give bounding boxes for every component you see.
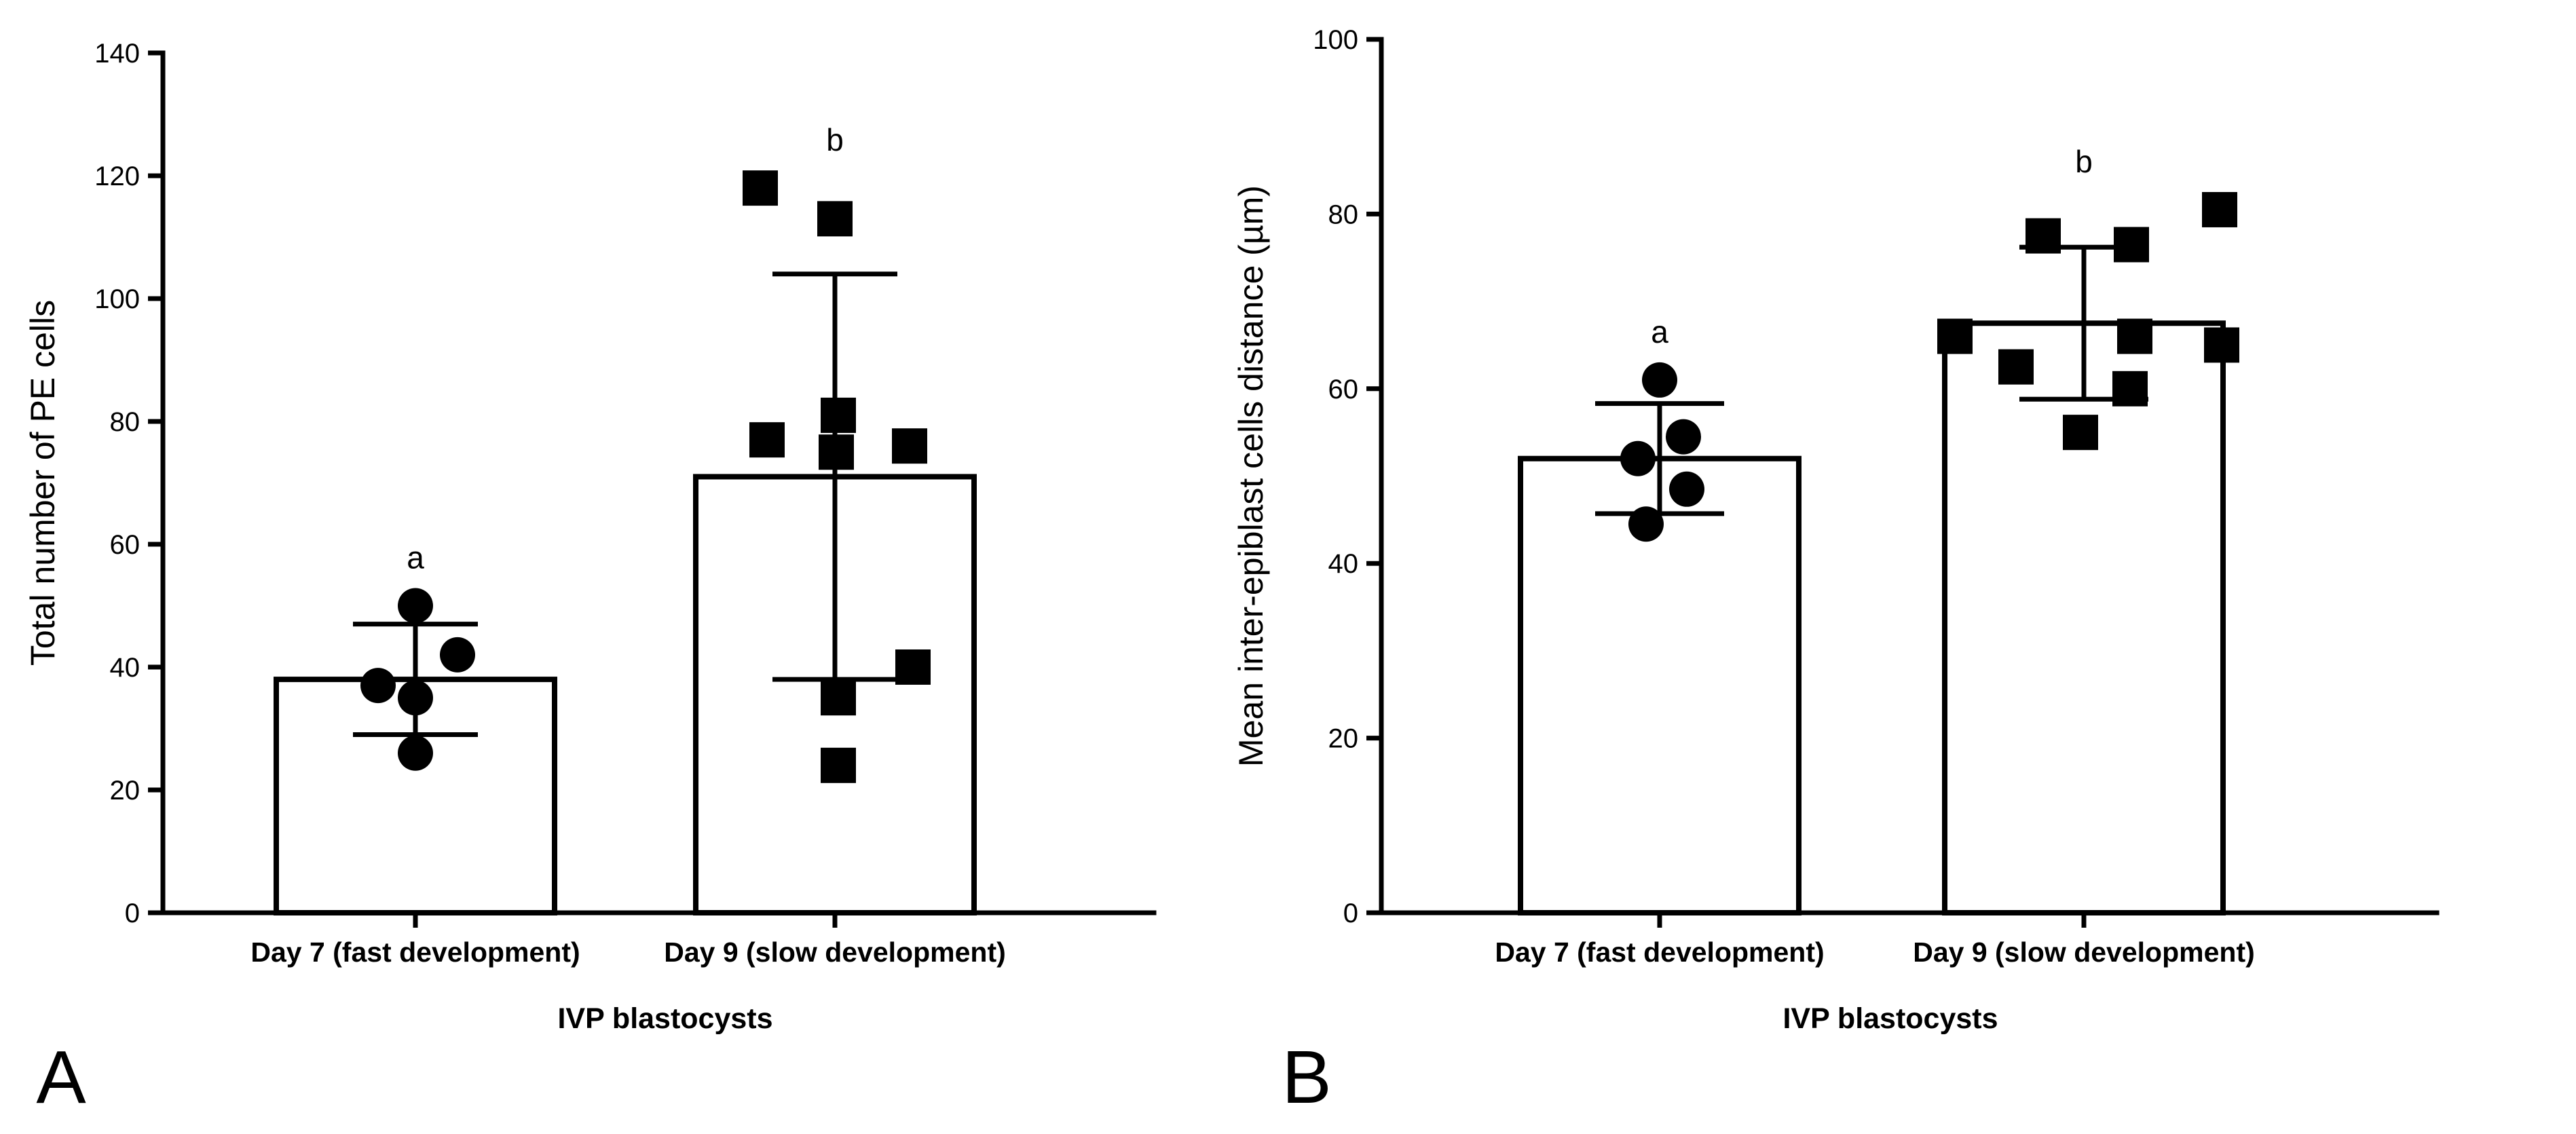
panel-b: 0 20 40 60 80 100 Mean inter-epiblast cells di…: [1232, 25, 2440, 1119]
data-point: [1669, 471, 1704, 507]
x-tick-label: Day 7 (fast development): [250, 937, 580, 968]
data-point: [360, 668, 396, 704]
data-point: [1642, 362, 1677, 398]
y-tick-label: 60: [110, 530, 141, 560]
y-tick-label: 80: [1328, 200, 1359, 229]
panel-a: 0 20 40 60 80 100 120 140 Total number of PE cel…: [24, 39, 1157, 1119]
data-point: [1620, 440, 1656, 476]
data-point: [440, 637, 475, 673]
data-point: [819, 434, 854, 470]
bar: [1942, 320, 2226, 915]
y-tick-label: 40: [1328, 549, 1359, 579]
y-tick-label: 100: [94, 284, 140, 314]
y-tick-label: 100: [1313, 25, 1358, 55]
data-point: [895, 649, 931, 685]
data-point: [1998, 349, 2034, 385]
data-point: [2063, 415, 2098, 451]
data-point: [749, 422, 785, 458]
data-point: [398, 588, 433, 624]
y-tick-label: 60: [1328, 375, 1359, 404]
x-axis-title: IVP blastocysts: [1782, 1002, 1998, 1035]
y-tick-label: 140: [94, 39, 140, 69]
significance-letter: a: [1651, 314, 1668, 349]
x-tick-label: Day 9 (slow development): [1913, 937, 2255, 968]
data-point: [821, 680, 856, 716]
data-point: [2026, 218, 2061, 254]
y-tick-label: 20: [1328, 724, 1359, 754]
data-point: [398, 680, 433, 716]
y-axis-title: Total number of PE cells: [24, 300, 62, 666]
x-axis-title: IVP blastocysts: [557, 1002, 772, 1035]
data-point: [1937, 318, 1973, 354]
data-point: [1628, 506, 1664, 542]
y-tick-label: 0: [125, 899, 140, 928]
data-point: [2204, 327, 2239, 363]
y-tick-label: 120: [94, 162, 140, 191]
data-point: [398, 735, 433, 771]
y-tick-label: 80: [110, 407, 141, 437]
panel-label: A: [36, 1036, 86, 1119]
data-point: [2112, 371, 2148, 407]
y-axis-title: Mean inter-epiblast cells distance (µm): [1232, 185, 1270, 767]
y-tick-label: 40: [110, 653, 141, 683]
data-point: [892, 428, 927, 464]
data-point: [2202, 191, 2237, 227]
data-point: [1666, 419, 1701, 455]
data-point: [2117, 318, 2152, 354]
significance-letter: a: [407, 540, 424, 575]
data-point: [2114, 227, 2149, 263]
panel-label: B: [1282, 1036, 1331, 1119]
y-tick-label: 0: [1343, 899, 1358, 928]
data-point: [817, 201, 853, 237]
data-point: [743, 170, 778, 206]
data-point: [821, 747, 856, 783]
data-point: [821, 397, 856, 433]
x-tick-label: Day 9 (slow development): [664, 937, 1006, 968]
y-tick-label: 20: [110, 776, 141, 806]
significance-letter: b: [826, 122, 844, 157]
significance-letter: b: [2075, 144, 2093, 179]
x-tick-label: Day 7 (fast development): [1495, 937, 1824, 968]
